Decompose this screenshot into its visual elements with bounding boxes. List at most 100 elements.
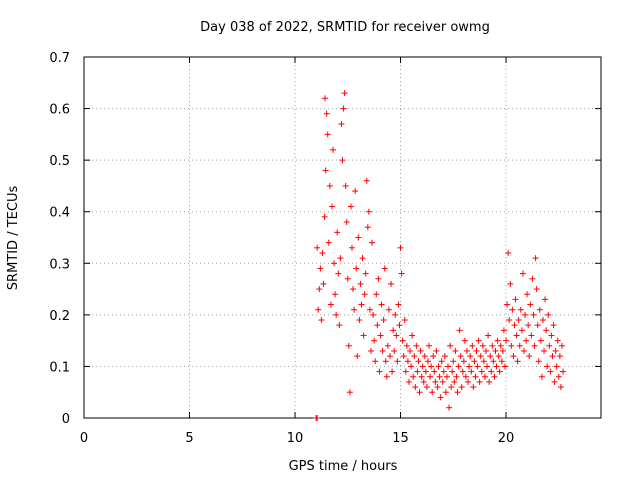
data-point — [448, 384, 455, 391]
data-point — [557, 384, 564, 391]
data-point — [466, 363, 473, 370]
data-point — [509, 306, 516, 313]
data-point — [441, 353, 448, 360]
data-point — [446, 404, 453, 411]
data-point — [538, 373, 545, 380]
y-tick-label: 0.6 — [49, 103, 70, 118]
data-point — [388, 280, 395, 287]
data-point — [336, 322, 343, 329]
x-tick-label: 15 — [392, 431, 409, 446]
data-point — [505, 249, 512, 256]
data-point — [356, 317, 363, 324]
data-point — [321, 95, 328, 102]
data-point — [332, 291, 339, 298]
data-point — [335, 270, 342, 277]
data-point — [382, 358, 389, 365]
data-point — [431, 368, 438, 375]
data-point — [353, 265, 360, 272]
data-point — [547, 368, 554, 375]
data-point — [450, 358, 457, 365]
data-point — [396, 322, 403, 329]
data-point — [331, 260, 338, 267]
data-point — [315, 306, 322, 313]
data-point — [489, 342, 496, 349]
data-point — [458, 384, 465, 391]
data-point — [542, 296, 549, 303]
data-point — [488, 368, 495, 375]
data-point — [492, 347, 499, 354]
data-point — [401, 317, 408, 324]
data-point — [478, 368, 485, 375]
data-point — [517, 306, 524, 313]
data-point — [326, 182, 333, 189]
data-point — [354, 353, 361, 360]
data-point — [553, 363, 560, 370]
data-point — [539, 317, 546, 324]
data-point — [516, 342, 523, 349]
data-point — [357, 280, 364, 287]
data-point — [323, 110, 330, 117]
data-point — [383, 373, 390, 380]
x-tick-label: 10 — [287, 431, 304, 446]
data-point — [403, 342, 410, 349]
data-point — [534, 322, 541, 329]
data-point — [376, 368, 383, 375]
data-point — [460, 358, 467, 365]
data-point — [405, 378, 412, 385]
data-point — [560, 368, 567, 375]
data-point — [371, 337, 378, 344]
data-point — [518, 327, 525, 334]
data-point — [535, 358, 542, 365]
data-point — [475, 337, 482, 344]
data-point — [375, 275, 382, 282]
data-point — [548, 332, 555, 339]
data-point — [555, 373, 562, 380]
data-point — [558, 342, 565, 349]
plot-frame — [83, 56, 602, 419]
data-point — [435, 363, 442, 370]
data-point — [404, 358, 411, 365]
data-point — [359, 255, 366, 262]
data-point — [339, 157, 346, 164]
data-point — [546, 342, 553, 349]
data-point — [345, 342, 352, 349]
data-point — [392, 311, 399, 318]
data-point — [440, 368, 447, 375]
data-point — [389, 368, 396, 375]
data-point — [472, 373, 479, 380]
data-point — [358, 301, 365, 308]
data-point — [377, 332, 384, 339]
data-point — [531, 342, 538, 349]
data-point — [512, 296, 519, 303]
data-point — [532, 255, 539, 262]
data-point — [325, 239, 332, 246]
data-point — [487, 353, 494, 360]
data-point — [454, 389, 461, 396]
data-point — [432, 378, 439, 385]
data-point — [364, 224, 371, 231]
data-point — [340, 105, 347, 112]
data-point — [413, 342, 420, 349]
data-point — [341, 90, 348, 97]
data-point — [486, 378, 493, 385]
data-point — [346, 389, 353, 396]
data-point — [347, 203, 354, 210]
data-point — [556, 353, 563, 360]
data-point — [522, 311, 529, 318]
data-point — [503, 337, 510, 344]
data-point — [494, 337, 501, 344]
data-point — [428, 363, 435, 370]
data-point — [334, 229, 341, 236]
data-point — [328, 203, 335, 210]
data-point — [355, 234, 362, 241]
data-point — [453, 373, 460, 380]
data-point — [541, 347, 548, 354]
data-point — [410, 373, 417, 380]
data-point — [415, 358, 422, 365]
data-point — [529, 275, 536, 282]
data-point — [437, 394, 444, 401]
data-point — [393, 332, 400, 339]
chart-title: Day 038 of 2022, SRMTID for receiver owm… — [200, 20, 490, 35]
y-tick-label: 0.7 — [49, 51, 70, 66]
